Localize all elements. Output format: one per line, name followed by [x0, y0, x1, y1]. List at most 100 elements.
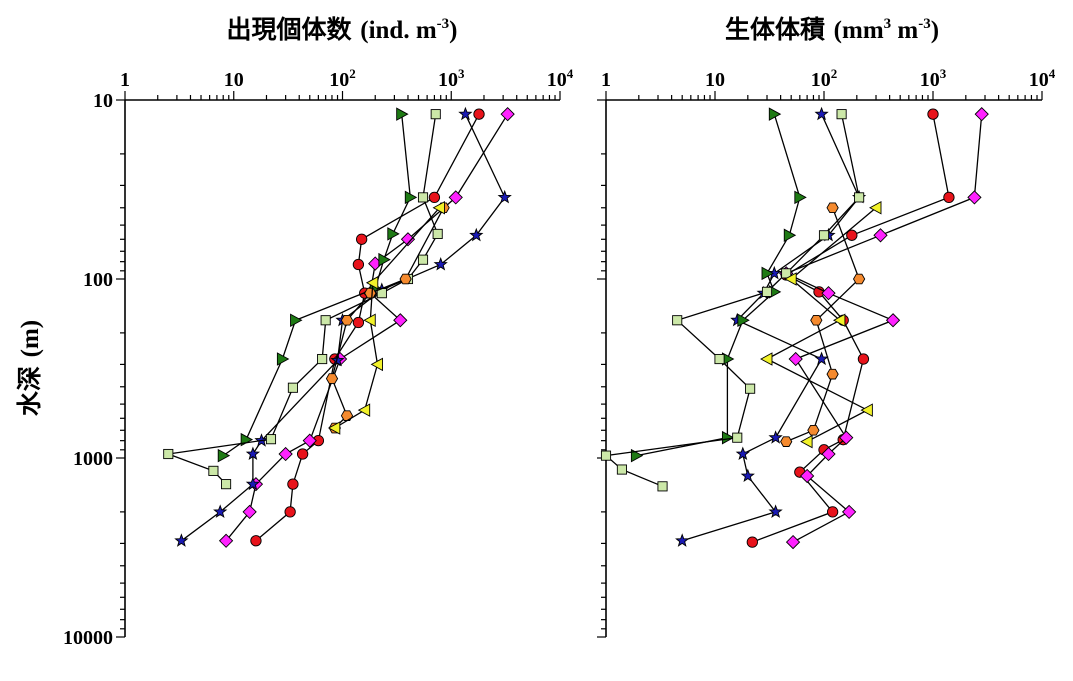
x-tick-label: 10 — [224, 69, 244, 91]
data-point-star — [768, 504, 783, 518]
y-axis-label-unit: (m) — [17, 320, 44, 357]
y-tick-label: 1000 — [73, 448, 113, 470]
data-point-square — [616, 464, 627, 475]
data-point-star — [814, 351, 829, 366]
series-triangle-right — [217, 107, 418, 463]
data-point-triangle-right — [378, 252, 391, 267]
series-line — [604, 114, 860, 487]
x-tick-label: 102 — [329, 66, 356, 91]
data-point-triangle-left — [432, 201, 445, 215]
data-point-diamond — [821, 446, 836, 462]
data-point-circle — [296, 448, 309, 460]
y-tick-label: 10000 — [63, 627, 113, 649]
x-tick-label-base: 10 — [920, 69, 940, 91]
data-point-diamond — [821, 286, 836, 301]
x-tick-label: 103 — [438, 66, 465, 91]
data-point-triangle-left — [869, 201, 882, 215]
data-point-square — [761, 286, 773, 297]
left-title-unit: (ind. m — [360, 17, 437, 44]
data-point-star — [814, 106, 829, 121]
data-point-hexagon — [852, 273, 866, 285]
x-tick-label-base: 10 — [705, 69, 725, 91]
data-point-circle — [473, 108, 485, 120]
data-point-triangle-right — [721, 430, 735, 445]
data-point-triangle-left — [363, 313, 376, 328]
data-point-triangle-right — [217, 448, 231, 463]
data-point-square — [317, 353, 328, 365]
x-tick-label-base: 10 — [329, 69, 349, 91]
data-point-triangle-right — [630, 448, 644, 463]
data-point-triangle-right — [794, 190, 807, 205]
data-point-diamond — [218, 533, 234, 548]
data-point-star — [174, 533, 189, 547]
left-title-main: 出現個体数 — [227, 15, 353, 44]
y-tick-label: 10 — [93, 90, 113, 112]
series-line — [785, 207, 860, 443]
data-point-hexagon — [364, 287, 377, 299]
series-line — [181, 113, 506, 542]
x-tick-label-base: 1 — [601, 69, 611, 91]
series-line — [334, 207, 440, 429]
data-point-diamond — [967, 190, 982, 205]
x-tick-label-exponent: 3 — [940, 66, 947, 81]
data-point-triangle-right — [396, 107, 409, 121]
data-point-circle — [287, 478, 299, 490]
data-point-hexagon — [325, 373, 339, 384]
data-point-square — [430, 109, 441, 120]
data-point-square — [163, 448, 174, 460]
data-point-star — [497, 189, 512, 204]
data-point-diamond — [302, 433, 317, 448]
series-hexagon — [780, 202, 866, 447]
data-point-triangle-right — [761, 266, 774, 281]
data-point-triangle-left — [327, 421, 341, 435]
series-triangle-right — [630, 107, 807, 463]
series-line — [765, 207, 877, 443]
data-point-triangle-left — [832, 313, 846, 328]
right-title-close: ) — [931, 17, 939, 44]
data-point-diamond — [873, 228, 888, 243]
series-circle — [746, 108, 955, 548]
data-point-square — [672, 315, 683, 326]
data-point-circle — [352, 258, 365, 271]
data-point-square — [287, 382, 298, 393]
x-tick-label-base: 10 — [547, 69, 567, 91]
data-point-square — [221, 479, 232, 490]
x-tick-label-exponent: 4 — [1049, 66, 1056, 81]
data-point-square — [854, 192, 865, 203]
x-tick-label: 103 — [920, 66, 947, 91]
data-point-hexagon — [399, 273, 412, 285]
data-point-star — [213, 504, 228, 518]
data-point-circle — [428, 191, 441, 204]
right-panel-title: 生体体積 (mm3 m-3) — [725, 15, 939, 44]
right-title-mid: m — [891, 17, 918, 44]
data-point-star — [735, 446, 750, 461]
x-tick-label-exponent: 2 — [349, 66, 356, 81]
data-point-triangle-left — [860, 403, 873, 417]
right-title-sup2: -3 — [918, 16, 931, 32]
series-line — [682, 113, 860, 542]
data-point-triangle-right — [737, 313, 750, 328]
series-line — [255, 113, 480, 542]
series-circle — [250, 108, 485, 547]
data-point-square — [265, 434, 277, 445]
data-point-diamond — [393, 313, 408, 328]
x-tick-label-base: 1 — [120, 69, 130, 91]
left-panel-title: 出現個体数 (ind. m-3) — [227, 15, 458, 44]
x-tick-label: 10 — [705, 69, 725, 91]
data-point-diamond — [799, 468, 815, 484]
data-point-triangle-right — [783, 228, 797, 243]
data-point-square — [714, 353, 725, 365]
data-point-circle — [284, 506, 296, 518]
data-point-diamond — [785, 534, 801, 550]
data-point-circle — [846, 229, 858, 241]
data-point-diamond — [448, 190, 463, 205]
data-point-square — [208, 465, 219, 476]
x-tick-label-base: 10 — [438, 69, 458, 91]
data-point-square — [320, 315, 331, 326]
data-point-triangle-right — [768, 107, 782, 121]
data-point-square — [417, 192, 429, 203]
data-point-hexagon — [780, 436, 793, 447]
data-point-star — [245, 476, 261, 491]
x-tick-label-exponent: 3 — [458, 66, 465, 81]
